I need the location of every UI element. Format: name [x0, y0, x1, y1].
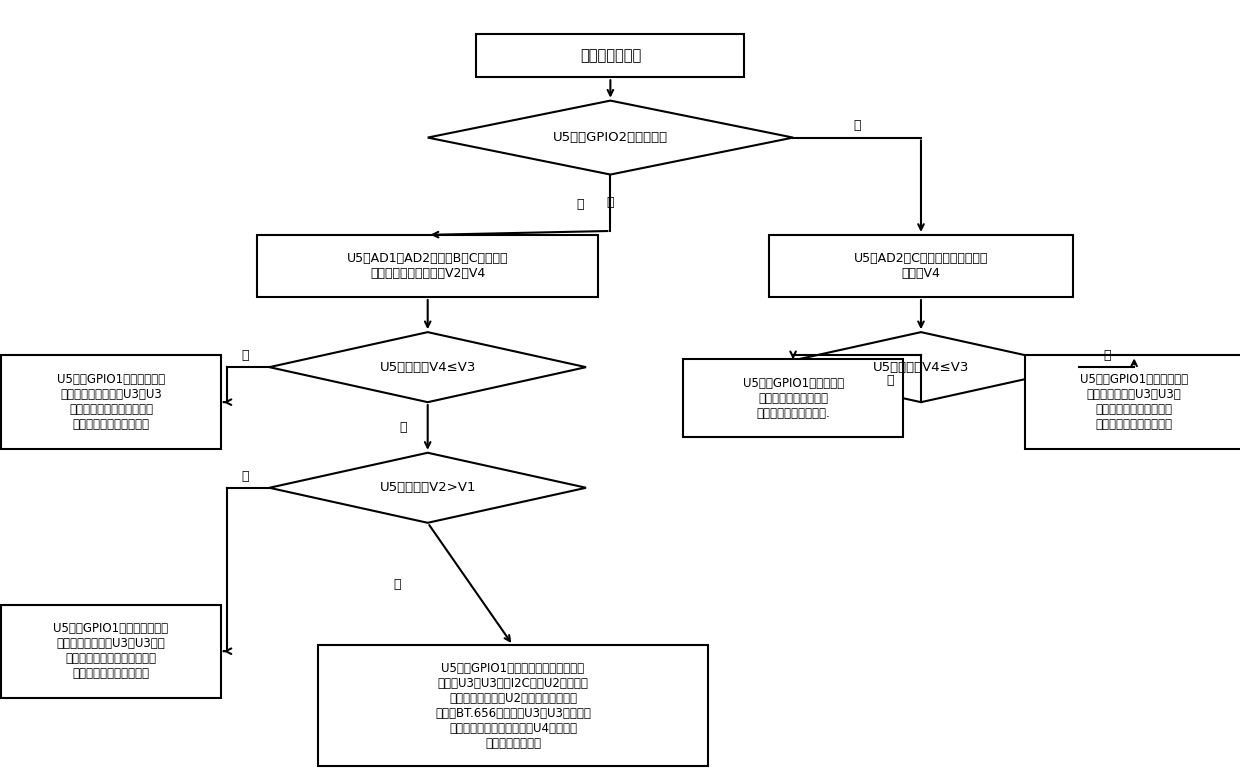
- Text: U5保持GPIO1为低，通过串
口发送命令通知U3，U3调
用安卓内部接口将在显示
屏上弹框提示接口异常。: U5保持GPIO1为低，通过串 口发送命令通知U3，U3调 用安卓内部接口将在显…: [1080, 373, 1188, 431]
- Text: U5的AD1、AD2分别对B、C点进行电
压采集，电压值分别为V2、V4: U5的AD1、AD2分别对B、C点进行电 压采集，电压值分别为V2、V4: [347, 252, 508, 280]
- Text: U5保持GPIO1为低，此时
正常连接，但无倒车信
号，无需进行其他处理.: U5保持GPIO1为低，此时 正常连接，但无倒车信 号，无需进行其他处理.: [743, 376, 843, 419]
- Text: 否: 否: [853, 119, 861, 133]
- Text: 否: 否: [1102, 349, 1111, 362]
- Polygon shape: [269, 332, 587, 402]
- Text: U5保持GPIO1为低，同时通过
串口发送命令通知U3，U3调用
安卓内部接口将在显示屏上弹
框提示无视频信号输入。: U5保持GPIO1为低，同时通过 串口发送命令通知U3，U3调用 安卓内部接口将…: [53, 622, 169, 680]
- Text: 是: 是: [887, 374, 894, 387]
- FancyBboxPatch shape: [1, 355, 221, 449]
- Text: U5判断是否V4≤V3: U5判断是否V4≤V3: [379, 361, 476, 373]
- FancyBboxPatch shape: [1, 604, 221, 698]
- Text: 是: 是: [606, 196, 614, 209]
- Text: U5保持GPIO1为低，同时通
过串口发送命令通知U3，U3
调用安卓内部接口将在显示
屏上弹框提示接口异常。: U5保持GPIO1为低，同时通 过串口发送命令通知U3，U3 调用安卓内部接口将…: [57, 373, 165, 431]
- Text: U5控制GPIO1为高，同时通过串口发送
命令给U3，U3通过I2C配置U2寄存器切
换视频通道，使得U2解码后的数字视频
流通过BT.656接口传给U3，U3: U5控制GPIO1为高，同时通过串口发送 命令给U3，U3通过I2C配置U2寄存…: [435, 662, 591, 750]
- FancyBboxPatch shape: [683, 359, 903, 437]
- Polygon shape: [428, 101, 794, 174]
- Text: U5判断是否V4≤V3: U5判断是否V4≤V3: [873, 361, 970, 373]
- Text: 设备上电初始化: 设备上电初始化: [580, 48, 641, 63]
- Text: 是: 是: [393, 578, 401, 590]
- Text: U5的AD2对C点进行电压采集，电
压值为V4: U5的AD2对C点进行电压采集，电 压值为V4: [854, 252, 988, 280]
- Polygon shape: [269, 453, 587, 522]
- FancyBboxPatch shape: [257, 235, 598, 297]
- Text: 是: 是: [399, 421, 407, 434]
- Text: 否: 否: [242, 349, 249, 362]
- FancyBboxPatch shape: [769, 235, 1074, 297]
- Text: 是: 是: [577, 198, 584, 211]
- FancyBboxPatch shape: [319, 645, 708, 766]
- Text: U5判断是否V2>V1: U5判断是否V2>V1: [379, 481, 476, 494]
- Polygon shape: [763, 332, 1079, 402]
- FancyBboxPatch shape: [1024, 355, 1240, 449]
- FancyBboxPatch shape: [476, 34, 744, 77]
- Text: U5判断GPIO2是否为低。: U5判断GPIO2是否为低。: [553, 131, 668, 144]
- Text: 否: 否: [242, 469, 249, 483]
